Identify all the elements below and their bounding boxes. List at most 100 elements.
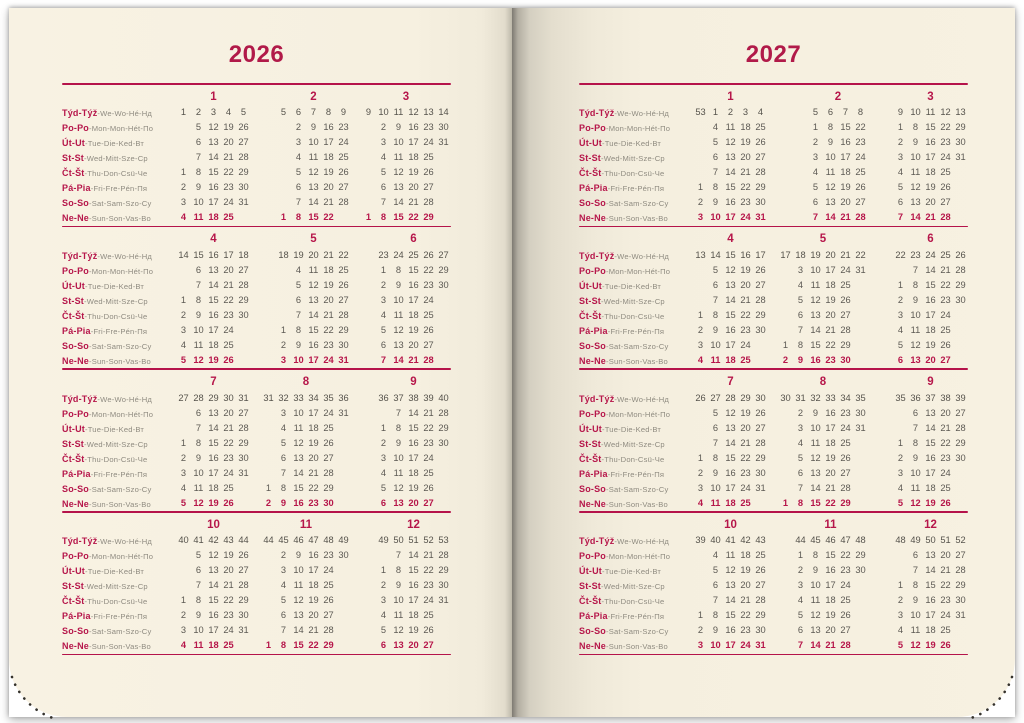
- day-number: 10: [910, 309, 921, 320]
- day-number: 11: [393, 467, 404, 478]
- week-number: 19: [293, 249, 304, 260]
- blank-cell: [261, 438, 276, 448]
- day-number: 26: [223, 497, 234, 508]
- day-number: 19: [408, 324, 419, 335]
- day-number: 31: [438, 137, 449, 148]
- month-slot: 5 12 19 26: [868, 182, 968, 192]
- day-number: 16: [208, 610, 219, 621]
- row-label-rest: -Thu-Don-Csü-Че: [601, 311, 665, 321]
- day-number: 26: [755, 137, 766, 148]
- day-row-label: Po-Po-Mon-Mon-Hét-По: [62, 404, 172, 422]
- month-slot: 5 12 19 26: [351, 167, 451, 177]
- day-number: 3: [897, 610, 904, 621]
- row-label-strong: Út-Ut: [579, 566, 602, 577]
- month-slot: 3 10 17 24 31: [689, 212, 768, 222]
- blank-cell: [778, 483, 793, 493]
- day-number: 28: [955, 565, 966, 576]
- day-number: 25: [323, 580, 334, 591]
- day-number: 18: [825, 595, 836, 606]
- row-label-strong: Pá-Pia: [579, 611, 608, 622]
- row-label-rest: -Fri-Fre-Pén-Пя: [607, 326, 665, 336]
- page-2027: 2027 1 2 3 Týd-Týž-We-Wo-Hé-Нд 53 1 2 3 4 5 6 7 8 9 10…: [512, 8, 1015, 721]
- day-number: 5: [380, 324, 387, 335]
- day-row-label: Ne-Ne-Sun-Son-Vas-Во: [579, 636, 689, 654]
- day-number: 12: [393, 167, 404, 178]
- day-number: 13: [925, 550, 936, 561]
- week-row-label: Týd-Týž-We-Wo-Hé-Нд: [579, 246, 689, 264]
- month-slot: 6 13 20 27: [768, 625, 868, 635]
- day-number: 23: [825, 354, 836, 365]
- row-label-rest: -Thu-Don-Csü-Че: [601, 454, 665, 464]
- blank-cell: [853, 610, 868, 620]
- week-number: 26: [423, 249, 434, 260]
- blank-cell: [276, 152, 291, 162]
- month-slot: 5 12 19 26: [689, 265, 768, 275]
- row-label-rest: -We-Wo-Hé-Нд: [614, 394, 670, 404]
- day-number: 8: [912, 580, 919, 591]
- month-slot: 1 8 15 22: [768, 122, 868, 132]
- month-slot: 3 10 17 24: [172, 325, 251, 335]
- month-slot: 4 11 18 25: [689, 550, 768, 560]
- day-number: 16: [408, 437, 419, 448]
- week-number: 7: [310, 107, 317, 118]
- day-number: 23: [223, 309, 234, 320]
- day-number: 6: [280, 610, 287, 621]
- day-number: 14: [393, 354, 404, 365]
- day-number: 10: [910, 610, 921, 621]
- blank-cell: [236, 483, 251, 493]
- month-slot: 4 11 18 25: [351, 610, 451, 620]
- week-number: 9: [365, 107, 372, 118]
- month-slot: 7 14 21 28: [689, 295, 768, 305]
- day-number: 29: [855, 550, 866, 561]
- week-number: 3: [742, 107, 749, 118]
- day-number: 15: [925, 279, 936, 290]
- day-number: 2: [295, 122, 302, 133]
- month-slot: 2 9 16 23 30: [351, 280, 451, 290]
- week-number: 12: [940, 107, 951, 118]
- day-number: 24: [940, 309, 951, 320]
- day-number: 6: [380, 182, 387, 193]
- row-label-rest: -We-Wo-Hé-Нд: [614, 109, 670, 119]
- month-slot: 3 10 17 24: [868, 310, 968, 320]
- week-number: 39: [423, 392, 434, 403]
- month-slot: 6: [868, 233, 968, 245]
- week-number: 9: [340, 107, 347, 118]
- day-number: 24: [940, 467, 951, 478]
- month-slot: 1 8 15 22 29: [172, 167, 251, 177]
- day-number: 25: [338, 152, 349, 163]
- day-number: 17: [208, 467, 219, 478]
- day-number: 20: [323, 182, 334, 193]
- calendar-2027: 2027 1 2 3 Týd-Týž-We-Wo-Hé-Нд 53 1 2 3 4 5 6 7 8 9 10…: [579, 8, 968, 656]
- row-label-rest: -We-Wo-Hé-Нд: [97, 537, 153, 547]
- row-label-rest: -Thu-Don-Csü-Че: [84, 311, 148, 321]
- week-number: 27: [178, 392, 189, 403]
- day-row-label: St-St-Wed-Mitt-Sze-Ср: [62, 291, 172, 309]
- day-row-thu: Čt-Št-Thu-Don-Csü-Че 1 8 15 22 29 6 13 20 27 3 10 17…: [579, 307, 968, 322]
- day-number: 22: [940, 580, 951, 591]
- day-number: 4: [712, 122, 719, 133]
- day-number: 28: [238, 152, 249, 163]
- day-number: 7: [280, 467, 287, 478]
- month-slot: 4 11 18 25: [689, 355, 768, 365]
- day-row-label: Po-Po-Mon-Mon-Hét-По: [579, 546, 689, 564]
- blank-cell: [236, 325, 251, 335]
- day-number: 10: [193, 324, 204, 335]
- day-number: 11: [810, 437, 821, 448]
- day-number: 11: [193, 212, 204, 223]
- day-number: 14: [810, 482, 821, 493]
- row-label-strong: Čt-Št: [62, 596, 85, 607]
- day-number: 4: [380, 309, 387, 320]
- day-row-mon: Po-Po-Mon-Mon-Hét-По 6 13 20 27 4 11 18 25 1 8 15 22…: [62, 262, 451, 277]
- day-number: 10: [910, 467, 921, 478]
- month-number: 10: [207, 518, 220, 531]
- day-row-fri: Pá-Pia-Fri-Fre-Pén-Пя 2 9 16 23 30 6 13 20 27 4 11 1…: [62, 608, 451, 623]
- blank-cell: [778, 408, 793, 418]
- day-number: 3: [697, 339, 704, 350]
- week-row-label: Týd-Týž-We-Wo-Hé-Нд: [62, 531, 172, 549]
- day-number: 22: [940, 122, 951, 133]
- month-slot: 2 9 16 23 30: [251, 550, 351, 560]
- row-label-strong: Út-Ut: [579, 280, 602, 291]
- month-slot: 12: [868, 519, 968, 531]
- row-label-strong: So-So: [62, 198, 89, 209]
